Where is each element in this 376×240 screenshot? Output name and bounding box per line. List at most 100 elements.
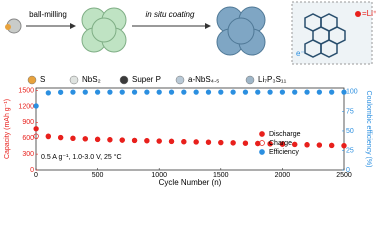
data-point	[341, 143, 347, 149]
data-point	[144, 89, 150, 95]
data-point	[94, 136, 101, 143]
data-point	[279, 89, 286, 95]
data-point	[304, 142, 310, 148]
y-tick-label: 1200	[18, 103, 34, 110]
lattice	[304, 13, 346, 58]
x-tick-label: 0	[34, 172, 38, 179]
data-point	[156, 89, 162, 95]
material-swatch	[245, 75, 255, 85]
sulfur-dot	[5, 24, 11, 30]
data-point	[242, 140, 249, 146]
data-point	[218, 139, 224, 146]
y-tick-label: 0	[30, 167, 34, 174]
material-label: NbS₂	[82, 75, 101, 84]
material-label: Super P	[132, 75, 161, 84]
data-point	[181, 139, 187, 145]
data-point	[107, 89, 113, 95]
x-tick-label: 2000	[275, 172, 291, 179]
data-point	[57, 134, 64, 141]
green-cluster	[81, 7, 127, 53]
arrow-head	[70, 23, 76, 29]
data-point	[267, 89, 273, 95]
data-point	[230, 89, 236, 95]
data-point	[193, 89, 199, 95]
y-tick-label: 1500	[18, 87, 34, 94]
material-swatch	[175, 75, 185, 85]
step-label: in situ coating	[146, 10, 195, 19]
data-point	[119, 89, 125, 95]
data-point	[292, 89, 298, 95]
material-swatch	[119, 75, 129, 85]
data-point	[255, 140, 261, 147]
y2-tick-label: 75	[346, 108, 354, 115]
data-point	[205, 139, 212, 145]
data-point	[131, 89, 138, 95]
x-tick-label: 1500	[213, 172, 229, 179]
data-point	[107, 137, 113, 143]
data-point	[341, 89, 347, 95]
data-point	[316, 89, 323, 95]
data-point	[279, 141, 286, 147]
legend-label: Discharge	[269, 131, 301, 138]
li-ion	[355, 11, 361, 17]
data-point	[329, 89, 335, 95]
blue-cluster	[216, 6, 266, 56]
data-point	[181, 89, 187, 95]
y-tick-label: 900	[22, 119, 34, 126]
data-point	[304, 89, 310, 95]
x-axis-label: Cycle Number (n)	[159, 178, 222, 187]
data-point	[218, 89, 224, 95]
data-point	[230, 140, 236, 146]
data-point	[144, 138, 150, 144]
graphical-abstract: ball-milling in situ coating =Li⁺ e⁻ S Nb…	[4, 1, 376, 187]
legend-label: Efficiency	[269, 149, 299, 156]
y2-tick-label: 100	[346, 89, 358, 96]
x-tick-label: 2500	[336, 172, 352, 179]
data-point	[82, 136, 88, 142]
data-point	[168, 89, 175, 95]
data-point	[156, 138, 162, 144]
arrow-head	[205, 23, 211, 29]
data-point	[70, 135, 76, 142]
legend-label: Charge	[269, 140, 292, 147]
legend-marker	[259, 149, 265, 155]
y2-tick-label: 0	[346, 167, 350, 174]
x-tick-label: 1000	[151, 172, 167, 179]
data-point	[33, 103, 39, 109]
annotation: 0.5 A g⁻¹, 1.0-3.0 V, 25 °C	[41, 153, 122, 161]
data-point	[131, 137, 138, 144]
material-label: a-NbS₄.₅	[188, 75, 219, 84]
legend-marker	[259, 131, 265, 137]
y-tick-label: 300	[22, 151, 34, 158]
material-label: S	[40, 75, 45, 84]
material-swatch	[69, 75, 79, 85]
data-point	[33, 126, 39, 132]
data-point	[242, 89, 249, 95]
legend-marker	[259, 140, 265, 146]
data-point	[316, 142, 323, 148]
data-point	[292, 141, 298, 148]
data-point	[267, 141, 273, 147]
data-point	[45, 133, 51, 140]
material-swatch	[27, 75, 37, 85]
data-point	[82, 89, 88, 95]
data-point	[45, 90, 51, 96]
data-point	[119, 137, 125, 143]
y2-tick-label: 50	[346, 128, 354, 135]
data-point	[168, 138, 175, 145]
step-label: ball-milling	[29, 10, 67, 19]
data-point	[33, 133, 39, 139]
data-point	[193, 139, 199, 145]
y-tick-label: 600	[22, 135, 34, 142]
data-point	[255, 89, 261, 95]
data-point	[329, 142, 335, 149]
data-point	[94, 89, 101, 95]
x-tick-label: 500	[92, 172, 104, 179]
y2-axis-label: Coulombic efficiency (%)	[365, 91, 372, 168]
y2-tick-label: 25	[346, 147, 354, 154]
ion-label: =Li⁺	[362, 9, 376, 18]
data-point	[70, 89, 76, 95]
electron-label: e⁻	[296, 49, 305, 58]
data-point	[57, 89, 64, 95]
y-axis-label: Capacity (mAh g⁻¹)	[4, 99, 11, 159]
